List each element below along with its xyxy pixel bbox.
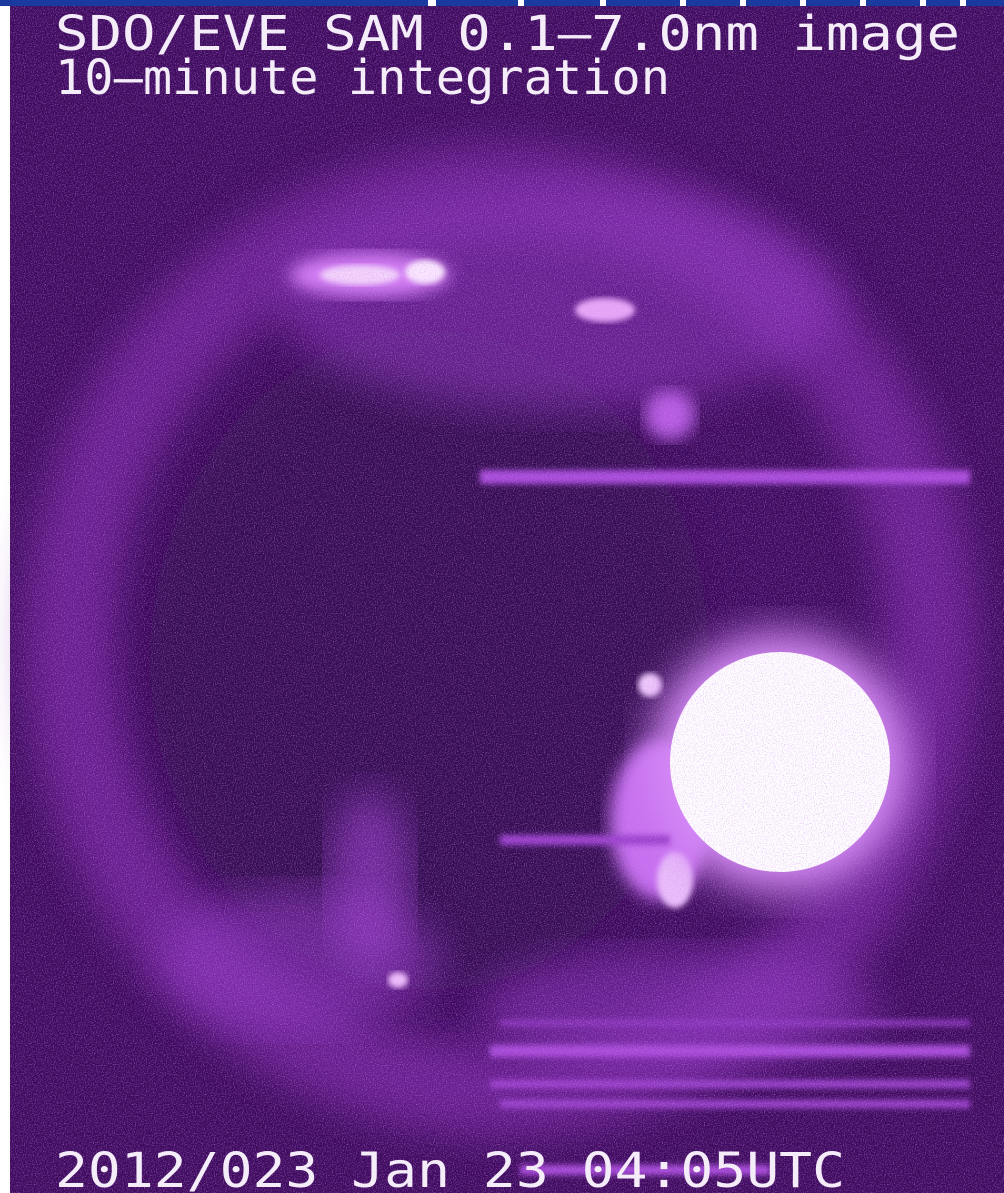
top-strip — [0, 0, 1004, 6]
timestamp: 2012/023 Jan 23 04:05UTC — [55, 1143, 845, 1193]
title: SDO/EVE SAM 0.1—7.0nm image — [55, 6, 960, 62]
subtitle: 10—minute integration — [55, 50, 670, 106]
grain — [10, 6, 1004, 1193]
